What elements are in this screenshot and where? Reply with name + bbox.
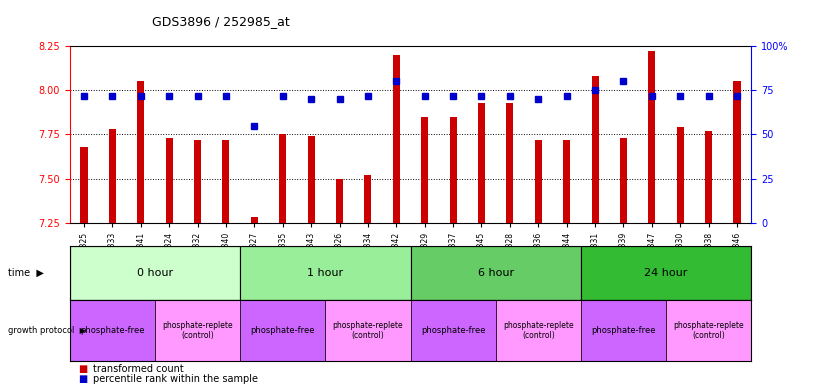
Text: percentile rank within the sample: percentile rank within the sample: [93, 374, 258, 384]
Text: phosphate-replete
(control): phosphate-replete (control): [333, 321, 403, 340]
Bar: [677, 127, 684, 223]
Bar: [591, 76, 599, 223]
Bar: [279, 134, 287, 223]
Bar: [421, 117, 429, 223]
Bar: [733, 81, 741, 223]
Bar: [534, 140, 542, 223]
Text: phosphate-free: phosphate-free: [421, 326, 485, 335]
Bar: [241, 300, 325, 361]
Text: ■: ■: [78, 374, 87, 384]
Bar: [325, 300, 410, 361]
Bar: [336, 179, 343, 223]
Text: 24 hour: 24 hour: [644, 268, 688, 278]
Bar: [563, 140, 571, 223]
Bar: [194, 140, 201, 223]
Text: phosphate-replete
(control): phosphate-replete (control): [673, 321, 744, 340]
Bar: [410, 246, 581, 300]
Bar: [666, 300, 751, 361]
Bar: [250, 217, 258, 223]
Text: ■: ■: [78, 364, 87, 374]
Bar: [705, 131, 712, 223]
Bar: [241, 246, 410, 300]
Bar: [649, 51, 655, 223]
Text: time  ▶: time ▶: [8, 268, 44, 278]
Bar: [166, 138, 172, 223]
Bar: [80, 147, 88, 223]
Bar: [450, 117, 456, 223]
Text: 1 hour: 1 hour: [307, 268, 343, 278]
Text: phosphate-replete
(control): phosphate-replete (control): [503, 321, 574, 340]
Bar: [581, 246, 751, 300]
Bar: [137, 81, 144, 223]
Bar: [109, 129, 116, 223]
Text: transformed count: transformed count: [93, 364, 184, 374]
Bar: [70, 246, 241, 300]
Bar: [70, 300, 155, 361]
Text: phosphate-free: phosphate-free: [250, 326, 315, 335]
Text: phosphate-free: phosphate-free: [591, 326, 656, 335]
Bar: [222, 140, 230, 223]
Text: 0 hour: 0 hour: [137, 268, 173, 278]
Bar: [581, 300, 666, 361]
Text: GDS3896 / 252985_at: GDS3896 / 252985_at: [152, 15, 290, 28]
Bar: [620, 138, 627, 223]
Text: growth protocol  ▶: growth protocol ▶: [8, 326, 86, 335]
Bar: [410, 300, 496, 361]
Text: 6 hour: 6 hour: [478, 268, 514, 278]
Bar: [507, 103, 513, 223]
Bar: [308, 136, 314, 223]
Bar: [155, 300, 241, 361]
Text: phosphate-replete
(control): phosphate-replete (control): [163, 321, 233, 340]
Bar: [392, 55, 400, 223]
Bar: [478, 103, 485, 223]
Bar: [496, 300, 581, 361]
Bar: [365, 175, 371, 223]
Text: phosphate-free: phosphate-free: [80, 326, 144, 335]
